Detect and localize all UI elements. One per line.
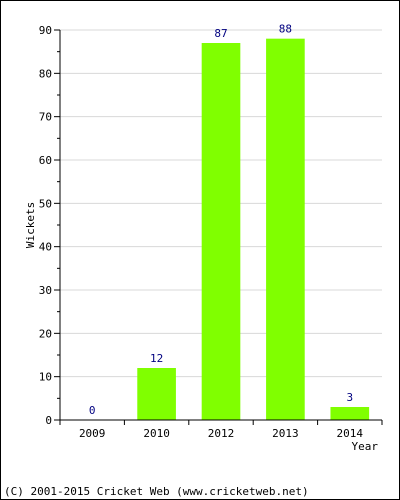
bar xyxy=(330,407,370,420)
data-label: 0 xyxy=(89,404,96,417)
data-labels: 0 12 87 88 3 xyxy=(89,23,353,417)
x-tick-label: 2014 xyxy=(337,427,364,440)
x-tick-labels: 2009 2010 2012 2013 2014 xyxy=(79,427,363,440)
x-axis-title: Year xyxy=(352,440,379,453)
x-tick-label: 2012 xyxy=(208,427,235,440)
y-tick-label: 20 xyxy=(39,327,52,340)
data-label: 88 xyxy=(279,23,292,36)
axes xyxy=(54,29,383,425)
y-tick-label: 0 xyxy=(45,414,52,427)
y-tick-label: 30 xyxy=(39,284,52,297)
y-tick-label: 80 xyxy=(39,67,52,80)
bars xyxy=(137,38,370,421)
y-axis-title: Wickets xyxy=(24,202,37,248)
y-tick-label: 60 xyxy=(39,154,52,167)
y-tick-label: 50 xyxy=(39,197,52,210)
x-tick-label: 2010 xyxy=(143,427,170,440)
x-tick-label: 2013 xyxy=(272,427,299,440)
y-tick-label: 70 xyxy=(39,111,52,124)
bar xyxy=(266,38,305,421)
bar xyxy=(137,368,176,420)
y-tick-label: 10 xyxy=(39,371,52,384)
data-label: 12 xyxy=(150,352,163,365)
y-tick-label: 40 xyxy=(39,241,52,254)
y-tick-labels: 0 10 20 30 40 50 60 70 80 90 xyxy=(39,24,52,427)
data-label: 3 xyxy=(346,391,353,404)
bar xyxy=(201,43,241,420)
data-label: 87 xyxy=(214,27,227,40)
y-tick-label: 90 xyxy=(39,24,52,37)
copyright-footer: (C) 2001-2015 Cricket Web (www.cricketwe… xyxy=(4,485,309,498)
x-tick-label: 2009 xyxy=(79,427,106,440)
